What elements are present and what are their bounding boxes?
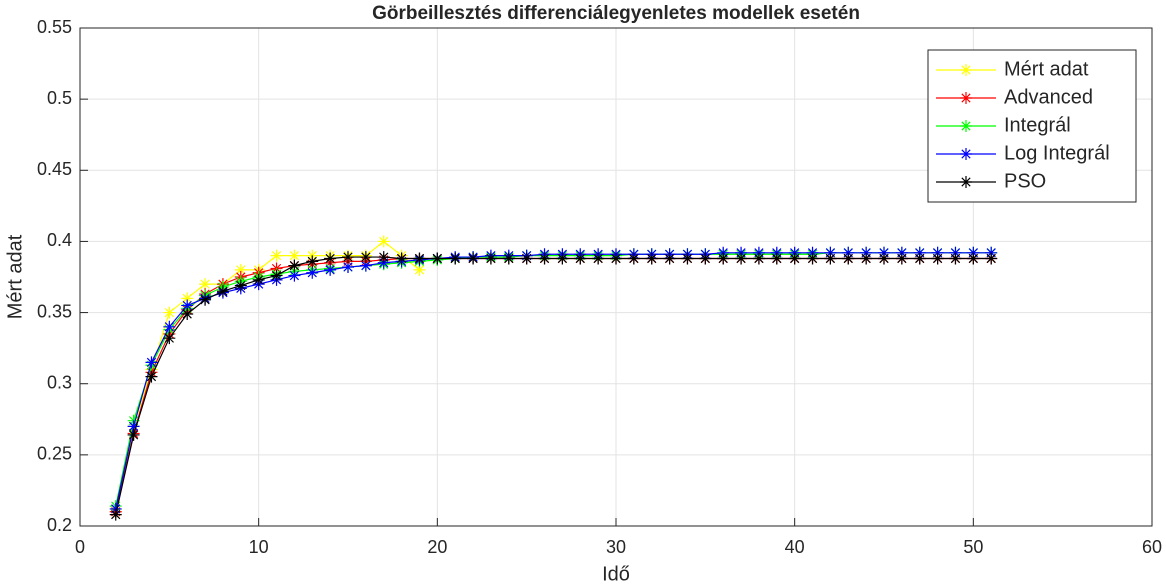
data-point [788, 252, 801, 265]
x-tick-label: 0 [75, 537, 85, 557]
data-point [342, 261, 354, 274]
plot-frame [79, 27, 1153, 527]
legend-marker [960, 120, 972, 132]
data-point [181, 292, 194, 305]
data-point [163, 306, 176, 319]
data-point [216, 285, 229, 298]
data-point [824, 252, 837, 265]
data-point [717, 252, 730, 265]
y-axis-label: Mért adat [4, 234, 26, 319]
data-point [270, 269, 283, 282]
data-point [163, 332, 176, 345]
data-point [288, 269, 301, 282]
legend-marker [960, 176, 972, 188]
data-point [377, 235, 390, 248]
data-point [860, 252, 873, 265]
data-point [342, 251, 354, 264]
data-point [324, 263, 337, 276]
data-point [199, 278, 212, 291]
x-tick-label: 50 [963, 537, 983, 557]
data-point [234, 279, 247, 292]
data-point [127, 420, 140, 433]
data-point [181, 307, 194, 320]
data-point [288, 259, 301, 272]
data-point [145, 370, 158, 383]
data-point [359, 251, 372, 264]
x-tick-label: 10 [249, 537, 269, 557]
data-point [306, 266, 319, 279]
data-point [806, 252, 819, 265]
data-point [163, 320, 176, 333]
legend-marker [960, 92, 972, 104]
y-tick-label: 0.55 [37, 17, 72, 37]
x-tick-label: 40 [785, 537, 805, 557]
data-point [967, 252, 980, 265]
data-point [663, 252, 676, 265]
data-point [699, 252, 712, 265]
legend-marker [960, 148, 972, 160]
data-point [306, 255, 319, 268]
legend-marker [960, 64, 972, 76]
legend-label: PSO [1004, 170, 1046, 192]
data-point [895, 252, 908, 265]
y-tick-label: 0.3 [47, 372, 72, 392]
data-point [127, 428, 140, 441]
data-point [556, 252, 569, 265]
y-tick-label: 0.2 [47, 515, 72, 535]
data-point [324, 252, 337, 265]
data-point [574, 252, 587, 265]
data-point [145, 356, 158, 369]
data-point [199, 293, 212, 306]
data-point [752, 252, 765, 265]
legend-label: Mért adat [1004, 58, 1089, 80]
legend-label: Log Integrál [1004, 142, 1110, 164]
data-point [288, 249, 301, 262]
y-tick-label: 0.5 [47, 88, 72, 108]
legend-label: Advanced [1004, 86, 1093, 108]
chart-title: Görbeillesztés differenciálegyenletes mo… [372, 3, 860, 24]
data-point [449, 252, 462, 265]
data-point [878, 252, 890, 265]
data-point [252, 273, 265, 286]
data-point [467, 252, 480, 265]
data-point [502, 252, 515, 265]
data-point [484, 252, 497, 265]
y-tick-label: 0.35 [37, 301, 72, 321]
y-tick-label: 0.4 [47, 230, 72, 250]
data-point [377, 251, 390, 264]
data-point [431, 252, 444, 265]
data-point [770, 252, 783, 265]
data-point [234, 263, 247, 276]
data-point [413, 252, 426, 265]
data-point [627, 252, 640, 265]
data-point [610, 252, 622, 265]
data-point [270, 249, 283, 262]
legend-label: Integrál [1004, 114, 1071, 136]
x-tick-label: 20 [427, 537, 447, 557]
data-point [395, 252, 408, 265]
data-point [681, 252, 694, 265]
x-tick-label: 60 [1142, 537, 1162, 557]
data-point [109, 508, 122, 521]
data-point [413, 263, 426, 276]
data-point [949, 252, 962, 265]
data-point [181, 299, 194, 312]
data-point [592, 252, 605, 265]
data-point [645, 252, 658, 265]
x-axis-label: Idő [602, 563, 630, 585]
y-tick-label: 0.25 [37, 444, 72, 464]
data-point [931, 252, 944, 265]
y-tick-label: 0.45 [37, 159, 72, 179]
data-point [520, 252, 533, 265]
data-point [359, 259, 372, 272]
x-tick-label: 30 [606, 537, 626, 557]
data-point [842, 252, 855, 265]
data-point [913, 252, 926, 265]
data-point [985, 252, 998, 265]
data-point [735, 252, 748, 265]
data-point [538, 252, 551, 265]
